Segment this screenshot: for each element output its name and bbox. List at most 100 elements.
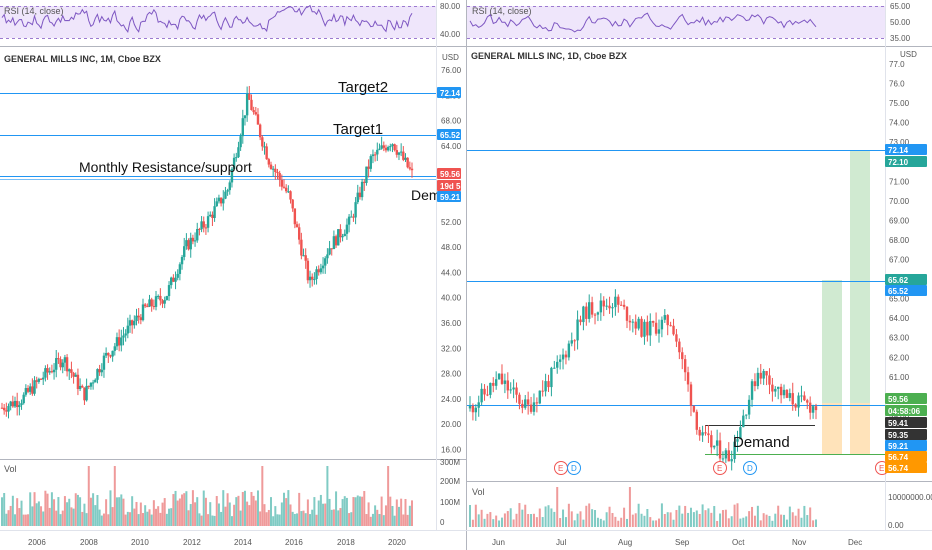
event-e-3-label: E <box>879 464 884 473</box>
candle-body <box>135 315 138 322</box>
price-tick: 28.00 <box>441 370 462 379</box>
volume-bar <box>304 513 307 526</box>
volume-bar <box>137 514 140 526</box>
right-rsi-tick-35: 35.00 <box>890 34 911 43</box>
volume-bar <box>553 511 556 527</box>
volume-bar <box>404 498 407 526</box>
candle-body <box>512 387 515 390</box>
candle-body <box>500 373 504 384</box>
right-vol-label: Vol <box>472 487 485 497</box>
volume-bar <box>762 513 765 527</box>
volume-bar <box>18 508 21 526</box>
candle-body <box>724 450 728 459</box>
volume-bar <box>174 490 177 526</box>
candle-body <box>640 318 643 337</box>
volume-bar <box>211 515 214 526</box>
volume-bar <box>96 495 99 526</box>
candle-body <box>808 402 812 413</box>
candle-body <box>756 372 760 387</box>
price-badge-label: 59.21 <box>888 442 909 451</box>
candle-body <box>395 150 399 155</box>
volume-bar <box>585 505 588 527</box>
volume-bar <box>252 495 255 526</box>
volume-bar <box>785 519 788 527</box>
volume-bar <box>611 513 614 527</box>
right-rsi-tick-50: 50.00 <box>890 18 911 27</box>
volume-bar <box>272 516 275 526</box>
price-tick: 77.0 <box>889 60 905 69</box>
position-box-2-risk <box>850 403 870 454</box>
event-d-2[interactable] <box>743 461 757 475</box>
volume-bar <box>815 519 817 527</box>
candle-body <box>326 254 329 259</box>
volume-bar <box>617 520 620 527</box>
candle-body <box>159 295 162 301</box>
candle-body <box>547 381 550 388</box>
volume-bar <box>660 503 663 527</box>
volume-bar <box>269 497 272 526</box>
volume-bar <box>200 515 203 526</box>
volume-bar <box>492 519 495 527</box>
volume-bar <box>345 497 348 526</box>
time-tick: 2018 <box>337 538 355 547</box>
candle-body <box>13 400 17 407</box>
candle-body <box>332 236 336 250</box>
candle-body <box>178 264 182 274</box>
volume-bar <box>672 519 675 527</box>
left-rsi-tick-40: 40.00 <box>440 30 461 39</box>
candle-body <box>232 157 236 169</box>
candle-body <box>295 224 299 228</box>
volume-bar <box>142 513 145 526</box>
volume-bar <box>228 502 231 526</box>
candle-body <box>133 321 136 326</box>
volume-bar <box>602 520 605 527</box>
price-tick: 75.00 <box>889 99 910 108</box>
candle-body <box>300 239 303 256</box>
event-e-2[interactable] <box>713 461 727 475</box>
candle-body <box>631 321 635 323</box>
candle-body <box>235 157 238 159</box>
candle-body <box>611 307 614 309</box>
left-volume <box>1 466 413 526</box>
candle-body <box>226 190 229 192</box>
event-d-1[interactable] <box>567 461 581 475</box>
candle-body <box>291 199 294 209</box>
candle-body <box>315 269 318 280</box>
event-e-2-label: E <box>717 464 722 473</box>
volume-bar <box>780 514 783 527</box>
candle-body <box>567 343 571 358</box>
candle-body <box>330 248 333 250</box>
price-tick: 76.0 <box>889 80 905 89</box>
event-e-1-label: E <box>558 464 563 473</box>
candle-body <box>176 273 179 278</box>
volume-bar <box>753 515 756 527</box>
volume-bar <box>40 506 43 526</box>
candle-body <box>163 300 166 304</box>
volume-bar <box>777 505 780 527</box>
volume-bar <box>59 514 62 526</box>
time-tick: 2012 <box>183 538 201 547</box>
time-tick: Jul <box>556 538 566 547</box>
candle-body <box>782 389 786 396</box>
time-tick: Nov <box>792 538 806 547</box>
volume-bar <box>376 509 379 526</box>
volume-bar <box>87 466 90 526</box>
candle-body <box>556 361 559 368</box>
candle-body <box>791 393 794 405</box>
volume-bar <box>704 510 707 527</box>
candle-body <box>765 371 768 376</box>
candle-body <box>614 296 617 308</box>
candle-body <box>252 110 255 113</box>
volume-bar <box>733 504 736 527</box>
volume-bar <box>509 508 512 527</box>
candle-body <box>248 93 251 100</box>
volume-bar <box>128 512 131 526</box>
candle-body <box>360 181 364 198</box>
volume-bar <box>122 498 125 526</box>
volume-bar <box>183 493 186 526</box>
candle-body <box>337 229 340 246</box>
candle-body <box>59 359 62 368</box>
candle-body <box>695 411 698 430</box>
candle-body <box>538 390 541 404</box>
price-badge <box>437 191 461 202</box>
